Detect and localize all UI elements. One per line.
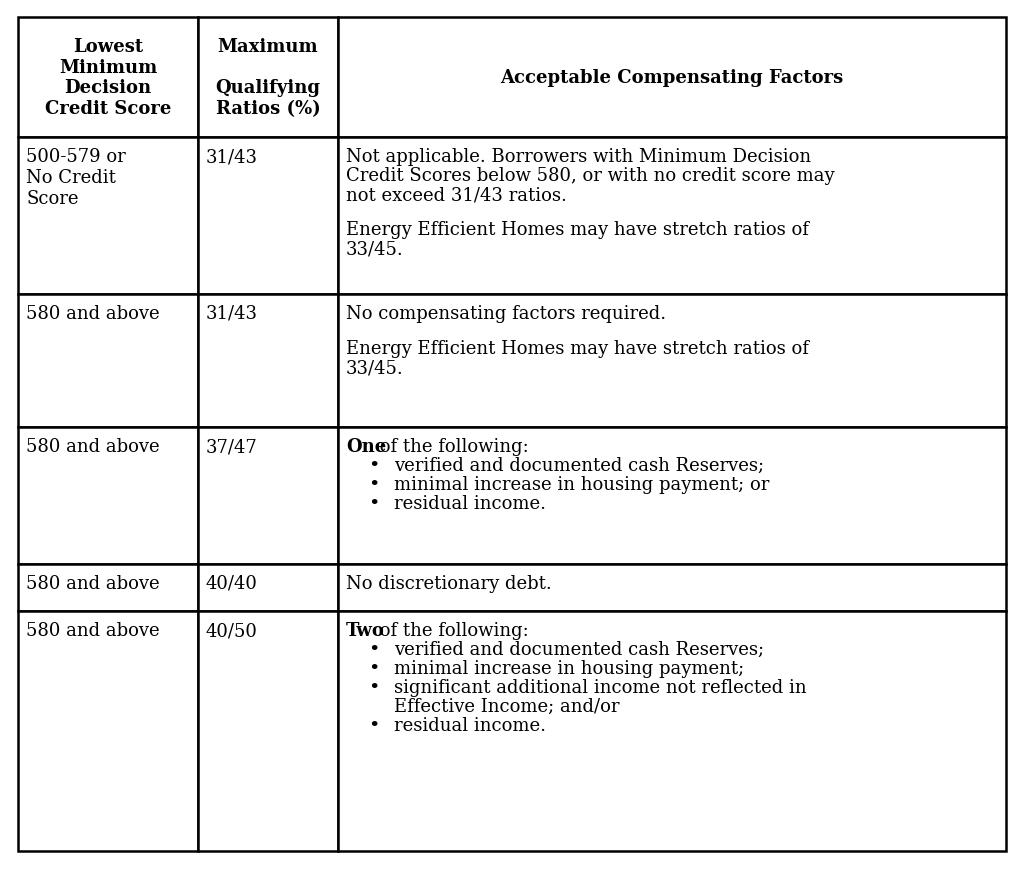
- Bar: [18, 18, 198, 138]
- Bar: [198, 564, 338, 611]
- Text: 40/40: 40/40: [206, 574, 258, 593]
- Bar: [18, 138, 198, 295]
- Text: verified and documented cash Reserves;: verified and documented cash Reserves;: [394, 640, 764, 658]
- Text: 580 and above: 580 and above: [26, 437, 160, 455]
- Text: •: •: [369, 475, 380, 494]
- Bar: [198, 18, 338, 138]
- Bar: [18, 428, 198, 564]
- Text: Acceptable Compensating Factors: Acceptable Compensating Factors: [501, 69, 844, 87]
- Text: Effective Income; and/or: Effective Income; and/or: [394, 697, 620, 715]
- Text: Energy Efficient Homes may have stretch ratios of: Energy Efficient Homes may have stretch …: [346, 340, 809, 358]
- Text: residual income.: residual income.: [394, 716, 546, 734]
- Text: •: •: [369, 494, 380, 513]
- Text: •: •: [369, 660, 380, 677]
- Text: Two: Two: [346, 621, 385, 640]
- Text: minimal increase in housing payment; or: minimal increase in housing payment; or: [394, 475, 769, 494]
- Text: 33/45.: 33/45.: [346, 240, 403, 258]
- Text: 33/45.: 33/45.: [346, 359, 403, 377]
- Bar: [338, 18, 1006, 138]
- Bar: [198, 428, 338, 564]
- Text: No discretionary debt.: No discretionary debt.: [346, 574, 552, 593]
- Bar: [18, 611, 198, 851]
- Text: One: One: [346, 437, 386, 455]
- Text: 580 and above: 580 and above: [26, 621, 160, 640]
- Text: Energy Efficient Homes may have stretch ratios of: Energy Efficient Homes may have stretch …: [346, 221, 809, 239]
- Text: 580 and above: 580 and above: [26, 305, 160, 322]
- Text: •: •: [369, 678, 380, 696]
- Text: residual income.: residual income.: [394, 494, 546, 513]
- Bar: [338, 564, 1006, 611]
- Text: •: •: [369, 640, 380, 658]
- Bar: [18, 295, 198, 428]
- Text: 37/47: 37/47: [206, 437, 258, 455]
- Text: not exceed 31/43 ratios.: not exceed 31/43 ratios.: [346, 186, 567, 203]
- Bar: [338, 295, 1006, 428]
- Text: 31/43: 31/43: [206, 305, 258, 322]
- Text: 500-579 or
No Credit
Score: 500-579 or No Credit Score: [26, 148, 126, 208]
- Text: 580 and above: 580 and above: [26, 574, 160, 593]
- Text: minimal increase in housing payment;: minimal increase in housing payment;: [394, 660, 744, 677]
- Text: Not applicable. Borrowers with Minimum Decision: Not applicable. Borrowers with Minimum D…: [346, 148, 811, 166]
- Text: significant additional income not reflected in: significant additional income not reflec…: [394, 678, 807, 696]
- Bar: [198, 138, 338, 295]
- Text: 40/50: 40/50: [206, 621, 258, 640]
- Bar: [338, 611, 1006, 851]
- Text: verified and documented cash Reserves;: verified and documented cash Reserves;: [394, 456, 764, 474]
- Bar: [198, 295, 338, 428]
- Text: 31/43: 31/43: [206, 148, 258, 166]
- Bar: [198, 611, 338, 851]
- Text: of the following:: of the following:: [374, 437, 528, 455]
- Text: •: •: [369, 456, 380, 474]
- Bar: [18, 564, 198, 611]
- Text: of the following:: of the following:: [374, 621, 528, 640]
- Text: Credit Scores below 580, or with no credit score may: Credit Scores below 580, or with no cred…: [346, 167, 835, 185]
- Text: No compensating factors required.: No compensating factors required.: [346, 305, 667, 322]
- Text: •: •: [369, 716, 380, 734]
- Bar: [338, 428, 1006, 564]
- Text: Lowest
Minimum
Decision
Credit Score: Lowest Minimum Decision Credit Score: [45, 37, 171, 118]
- Text: Maximum

Qualifying
Ratios (%): Maximum Qualifying Ratios (%): [215, 37, 321, 118]
- Bar: [338, 138, 1006, 295]
